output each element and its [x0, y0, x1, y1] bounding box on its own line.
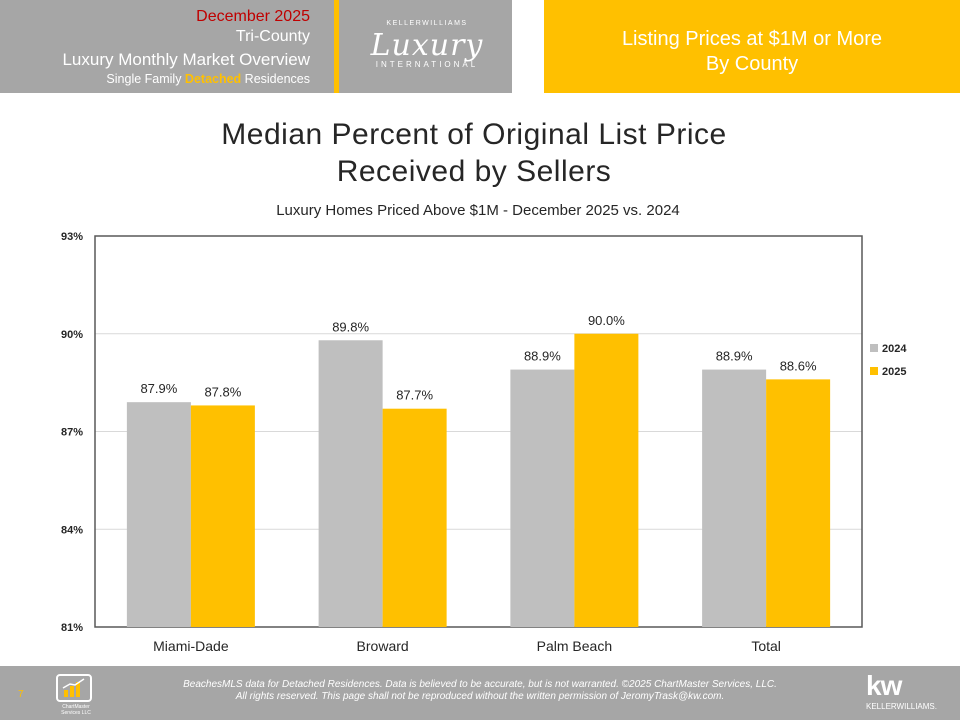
kw-brand-name: KELLERWILLIAMS. — [866, 702, 937, 711]
category-label: Total — [751, 638, 781, 654]
legend-label: 2025 — [882, 366, 906, 378]
chartmaster-bars-icon — [62, 678, 85, 697]
disclaimer-line-2: All rights reserved. This page shall not… — [235, 691, 725, 702]
chart-title-line-2: Received by Sellers — [336, 155, 612, 188]
accent-stripe — [334, 0, 339, 93]
y-tick-label: 93% — [61, 231, 83, 243]
bar — [126, 402, 191, 627]
y-tick-label: 84% — [61, 524, 83, 536]
report-subtitle: Single Family Detached Residences — [106, 72, 310, 86]
logo-bottom-text: INTERNATIONAL — [375, 60, 479, 69]
y-tick-label: 81% — [61, 622, 83, 634]
kw-logo: kw — [866, 670, 902, 701]
logo-main-text: Luxury — [370, 28, 484, 63]
bar — [318, 340, 383, 627]
chart-title-line-1: Median Percent of Original List Price — [221, 118, 727, 151]
bar — [382, 408, 447, 627]
data-label: 89.8% — [332, 319, 369, 334]
banner-line-2: By County — [705, 53, 799, 75]
legend-label: 2024 — [882, 343, 907, 355]
bar-chart: 81% 84% 87% 90% 93% 87.9% 87.8% Miami-Dade 89.8%… — [61, 231, 907, 654]
region-label: Tri-County — [235, 28, 310, 45]
data-label: 88.9% — [524, 349, 561, 364]
bar — [702, 369, 767, 627]
section-banner: Listing Prices at $1M or More By County — [544, 0, 960, 93]
subtitle-highlight: Detached — [184, 72, 242, 86]
luxury-logo: KELLERWILLIAMS Luxury INTERNATIONAL — [318, 0, 512, 93]
logo-top-text: KELLERWILLIAMS — [386, 20, 468, 27]
y-tick-label: 87% — [61, 427, 83, 439]
y-tick-label: 90% — [61, 329, 83, 341]
disclaimer-line-1: BeachesMLS data for Detached Residences.… — [183, 679, 777, 690]
data-label: 90.0% — [588, 313, 625, 328]
report-title: Luxury Monthly Market Overview — [62, 50, 310, 69]
category-label: Miami-Dade — [153, 638, 229, 654]
data-label: 87.7% — [396, 388, 433, 403]
legend-swatch — [870, 344, 878, 352]
data-label: 87.8% — [204, 384, 241, 399]
header-panel: December 2025 Tri-County Luxury Monthly … — [0, 0, 318, 93]
chartmaster-logo-icon — [56, 674, 92, 702]
data-label: 87.9% — [140, 381, 177, 396]
plot-area-border — [94, 235, 863, 628]
subtitle-pre: Single Family — [106, 72, 185, 86]
page-number: 7 — [18, 689, 24, 700]
bar — [510, 369, 575, 627]
report-date: December 2025 — [196, 8, 310, 25]
chart-subtitle: Luxury Homes Priced Above $1M - December… — [276, 202, 680, 219]
bar — [190, 405, 255, 627]
category-label: Palm Beach — [537, 638, 612, 654]
bar — [766, 379, 831, 627]
bar — [574, 333, 639, 627]
footer: 7 ChartMaster Services LLC BeachesMLS da… — [0, 666, 960, 720]
legend-swatch — [870, 367, 878, 375]
data-label: 88.6% — [780, 358, 817, 373]
subtitle-post: Residences — [241, 72, 310, 86]
data-label: 88.9% — [716, 349, 753, 364]
banner-line-1: Listing Prices at $1M or More — [621, 28, 883, 50]
category-label: Broward — [357, 638, 409, 654]
chartmaster-logo-label: ChartMaster Services LLC — [61, 704, 91, 716]
